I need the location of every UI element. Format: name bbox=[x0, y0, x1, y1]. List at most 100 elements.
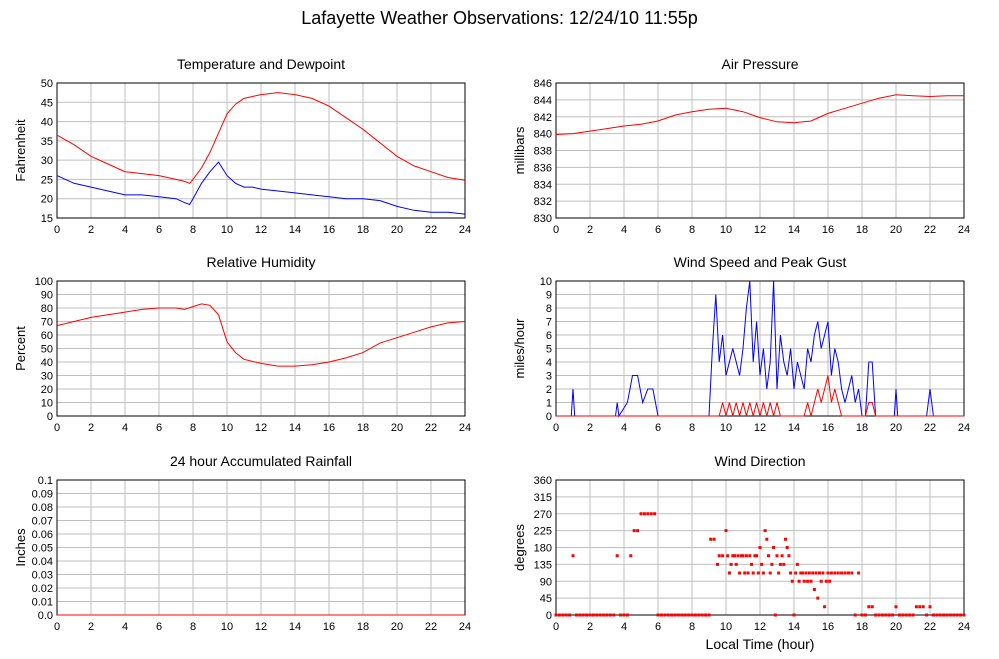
data-point bbox=[598, 613, 602, 617]
x-tick-label: 10 bbox=[221, 621, 233, 633]
data-point bbox=[843, 571, 847, 575]
data-point bbox=[782, 562, 786, 566]
x-tick-label: 14 bbox=[289, 224, 301, 236]
x-tick-label: 18 bbox=[856, 621, 868, 633]
data-point bbox=[646, 512, 650, 516]
x-tick-label: 2 bbox=[88, 621, 94, 633]
x-tick-label: 6 bbox=[655, 621, 661, 633]
data-point bbox=[690, 613, 694, 617]
x-tick-label: 10 bbox=[720, 422, 732, 434]
data-point bbox=[755, 554, 759, 558]
data-point bbox=[673, 613, 677, 617]
data-point bbox=[632, 529, 636, 533]
data-point bbox=[733, 554, 736, 558]
x-tick-label: 18 bbox=[357, 621, 369, 633]
y-tick-label: 180 bbox=[534, 543, 552, 555]
data-point bbox=[625, 613, 629, 617]
data-point bbox=[659, 613, 663, 617]
data-point bbox=[653, 512, 657, 516]
data-point bbox=[588, 613, 592, 617]
x-tick-label: 16 bbox=[323, 422, 335, 434]
data-point bbox=[790, 579, 794, 583]
x-tick-label: 18 bbox=[357, 422, 369, 434]
data-point bbox=[816, 596, 820, 600]
y-tick-label: 50 bbox=[41, 344, 53, 356]
data-point bbox=[721, 554, 725, 558]
data-point bbox=[561, 613, 565, 617]
y-tick-label: 50 bbox=[41, 78, 53, 90]
data-point bbox=[789, 571, 793, 575]
y-tick-label: 9 bbox=[546, 290, 552, 302]
data-point bbox=[945, 613, 949, 617]
data-point bbox=[826, 571, 830, 575]
data-point bbox=[804, 571, 808, 575]
data-point bbox=[795, 562, 799, 566]
data-point bbox=[836, 571, 840, 575]
data-point bbox=[763, 529, 767, 533]
data-point bbox=[574, 613, 578, 617]
data-point bbox=[760, 562, 764, 566]
data-point bbox=[676, 613, 680, 617]
y-axis-label: millibars bbox=[512, 126, 527, 174]
x-tick-label: 22 bbox=[924, 621, 936, 633]
x-tick-label: 6 bbox=[156, 224, 162, 236]
data-point bbox=[785, 546, 789, 549]
y-tick-label: 10 bbox=[41, 398, 53, 410]
x-tick-label: 24 bbox=[459, 422, 471, 434]
data-point bbox=[608, 613, 612, 617]
data-point bbox=[797, 579, 801, 583]
chart-panel-1: 0 2 4 6 8 10 12 14 16 18 20 22 241520253035404550Tem… bbox=[13, 56, 471, 236]
y-tick-label: 0.05 bbox=[32, 543, 53, 555]
data-point bbox=[727, 571, 731, 575]
data-point bbox=[928, 605, 932, 609]
data-point bbox=[704, 613, 708, 617]
series-line-1 bbox=[56, 303, 466, 367]
x-tick-label: 0 bbox=[553, 621, 559, 633]
x-tick-label: 12 bbox=[255, 422, 267, 434]
y-tick-label: 0 bbox=[546, 610, 552, 622]
x-tick-label: 16 bbox=[323, 224, 335, 236]
data-point bbox=[744, 554, 748, 558]
x-tick-label: 24 bbox=[958, 224, 970, 236]
data-point bbox=[753, 554, 757, 558]
data-point bbox=[770, 562, 774, 566]
x-tick-label: 22 bbox=[425, 621, 437, 633]
x-tick-label: 22 bbox=[924, 224, 936, 236]
data-point bbox=[938, 613, 942, 617]
data-point bbox=[602, 613, 606, 617]
data-point bbox=[656, 613, 660, 617]
x-tick-label: 24 bbox=[958, 621, 970, 633]
y-tick-label: 4 bbox=[546, 357, 552, 369]
y-tick-label: 832 bbox=[534, 196, 552, 208]
data-point bbox=[887, 613, 891, 617]
x-tick-label: 12 bbox=[255, 621, 267, 633]
data-point bbox=[955, 613, 959, 617]
x-tick-label: 10 bbox=[221, 422, 233, 434]
y-tick-label: 830 bbox=[534, 213, 552, 225]
data-point bbox=[717, 554, 721, 558]
data-point bbox=[687, 613, 691, 617]
data-point bbox=[824, 579, 828, 583]
data-point bbox=[823, 605, 827, 609]
y-tick-label: 90 bbox=[41, 290, 53, 302]
y-tick-label: 836 bbox=[534, 162, 552, 174]
x-tick-label: 22 bbox=[425, 422, 437, 434]
data-point bbox=[670, 613, 674, 617]
data-point bbox=[948, 613, 952, 617]
x-tick-label: 20 bbox=[391, 224, 403, 236]
data-point bbox=[767, 554, 770, 558]
x-tick-label: 0 bbox=[553, 422, 559, 434]
data-point bbox=[846, 571, 850, 575]
data-point bbox=[833, 571, 837, 575]
data-point bbox=[908, 613, 912, 617]
y-tick-label: 70 bbox=[41, 317, 53, 329]
data-point bbox=[568, 613, 572, 617]
y-tick-label: 30 bbox=[41, 371, 53, 383]
x-tick-label: 16 bbox=[822, 621, 834, 633]
data-point bbox=[809, 579, 813, 583]
chart-title: Relative Humidity bbox=[207, 254, 316, 270]
data-point bbox=[891, 613, 895, 617]
chart-title: Temperature and Dewpoint bbox=[177, 56, 345, 72]
series-line-1 bbox=[556, 280, 964, 418]
